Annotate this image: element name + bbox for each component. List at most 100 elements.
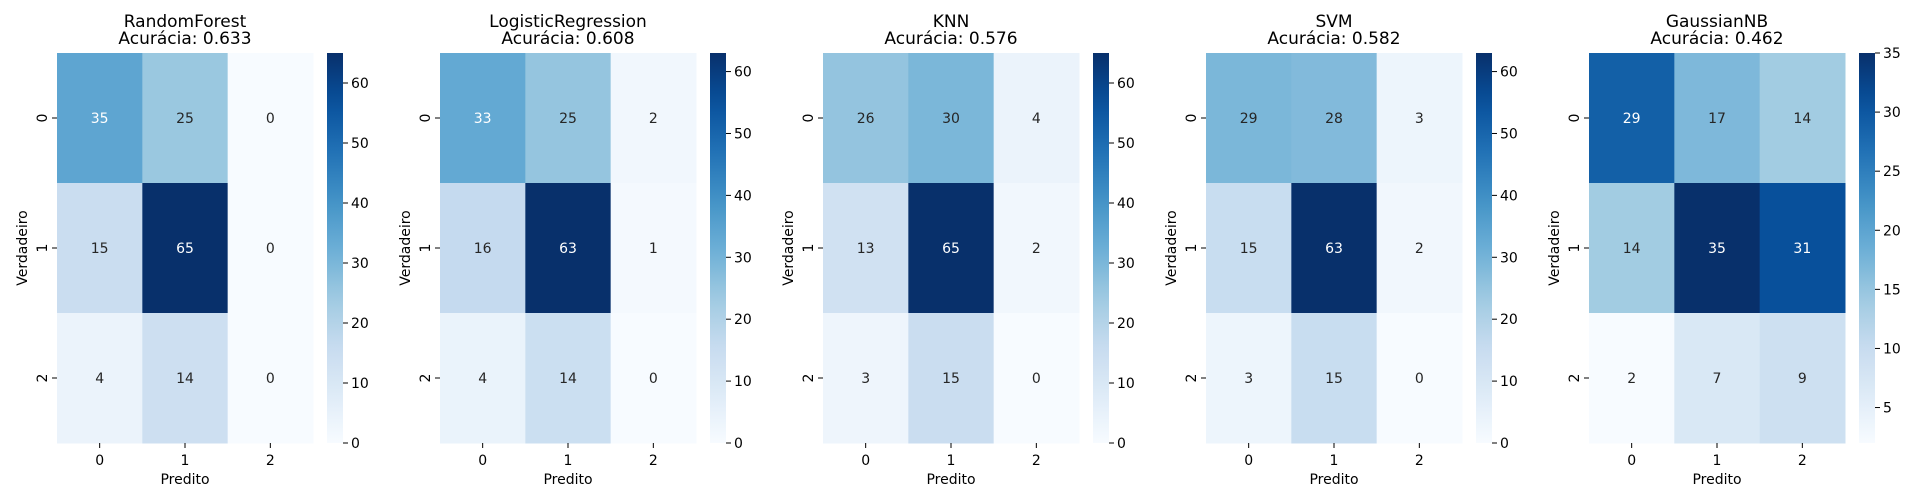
heatmap-cell [525,53,612,184]
y-tick-label: 1 [1567,244,1583,253]
colorbar-tick-label: 20 [1117,316,1135,332]
y-tick-label: 0 [1184,114,1200,123]
heatmap-cell [227,313,314,444]
heatmap-cell [142,183,229,314]
colorbar [1476,53,1492,443]
heatmap-cell [610,53,697,184]
x-tick-label: 0 [95,453,104,469]
heatmap-cell [1376,183,1463,314]
x-tick-label: 2 [649,453,658,469]
x-axis-label: Predito [1309,472,1358,488]
heatmap-cell [1206,313,1292,444]
colorbar-tick-label: 30 [1500,250,1518,266]
heatmap-cell [227,183,314,314]
chart-title: RandomForest [124,12,247,32]
cell-value-label: 25 [559,111,577,127]
y-tick-label: 2 [1567,374,1583,383]
colorbar-tick-label: 0 [351,436,360,452]
colorbar-tick-label: 40 [734,188,752,204]
cell-value-label: 3 [1415,111,1424,127]
chart-title: KNN [933,12,970,32]
chart-subtitle: Acurácia: 0.582 [1267,29,1400,49]
cell-value-label: 0 [1032,371,1041,387]
colorbar-tick-label: 35 [1883,46,1901,62]
heatmap-cell [993,313,1080,444]
cell-value-label: 14 [1623,241,1641,257]
y-tick-label: 0 [801,114,817,123]
heatmap-cell [57,183,143,314]
y-tick-label: 2 [1184,374,1200,383]
y-tick-label: 0 [35,114,51,123]
heatmap-cell [1291,183,1378,314]
heatmap-cell [440,53,526,184]
y-tick-label: 1 [1184,244,1200,253]
x-tick-label: 0 [1244,453,1253,469]
cell-value-label: 15 [1240,241,1258,257]
x-tick-label: 0 [1627,453,1636,469]
colorbar [1859,53,1875,443]
cell-value-label: 29 [1623,111,1641,127]
cell-value-label: 35 [1708,241,1726,257]
cell-value-label: 16 [474,241,492,257]
cell-value-label: 65 [176,241,194,257]
y-tick-label: 2 [801,374,817,383]
cell-value-label: 14 [176,371,194,387]
heatmap-cell [142,313,229,444]
colorbar-tick-label: 30 [734,250,752,266]
heatmap-cell [525,183,612,314]
heatmap-cell [1291,53,1378,184]
y-axis-label: Verdadeiro [15,210,31,285]
colorbar-tick-label: 10 [1883,341,1901,357]
heatmap-cell [1589,313,1675,444]
heatmap-cell [1589,183,1675,314]
cell-value-label: 17 [1708,111,1726,127]
x-tick-label: 1 [564,453,573,469]
cell-value-label: 0 [649,371,658,387]
x-tick-label: 1 [1330,453,1339,469]
colorbar-tick-label: 50 [1500,126,1518,142]
x-tick-label: 2 [1415,453,1424,469]
colorbar-tick-label: 25 [1883,164,1901,180]
y-tick-label: 0 [1567,114,1583,123]
cell-value-label: 4 [1032,111,1041,127]
x-axis-label: Predito [543,472,592,488]
heatmap-cell [908,183,995,314]
x-tick-label: 2 [1032,453,1041,469]
colorbar-tick-label: 50 [1117,136,1135,152]
chart-subtitle: Acurácia: 0.633 [118,29,251,49]
heatmap-cell [1206,53,1292,184]
colorbar-tick-label: 30 [1117,256,1135,272]
cell-value-label: 65 [942,241,960,257]
colorbar-tick-label: 5 [1883,401,1892,417]
heatmap-cell [227,53,314,184]
heatmap-cell [1291,313,1378,444]
heatmap-cell [1674,313,1761,444]
cell-value-label: 3 [861,371,870,387]
cell-value-label: 31 [1793,241,1811,257]
heatmap-cell [1759,53,1846,184]
x-tick-label: 0 [478,453,487,469]
y-axis-label: Verdadeiro [398,210,414,285]
x-tick-label: 1 [947,453,956,469]
cell-value-label: 63 [1325,241,1343,257]
heatmap-cell [1759,183,1846,314]
chart-title: LogisticRegression [489,12,647,32]
cell-value-label: 63 [559,241,577,257]
cell-value-label: 15 [942,371,960,387]
chart-subtitle: Acurácia: 0.576 [884,29,1017,49]
cell-value-label: 3 [1244,371,1253,387]
cell-value-label: 7 [1713,371,1722,387]
cell-value-label: 15 [91,241,109,257]
chart-subtitle: Acurácia: 0.462 [1650,29,1783,49]
heatmap-cell [610,183,697,314]
y-tick-label: 1 [418,244,434,253]
heatmap-cell [1589,53,1675,184]
heatmap-cell [57,313,143,444]
colorbar-tick-label: 40 [1500,188,1518,204]
heatmap-cell [1674,53,1761,184]
cell-value-label: 4 [478,371,487,387]
heatmap-cell [823,183,909,314]
